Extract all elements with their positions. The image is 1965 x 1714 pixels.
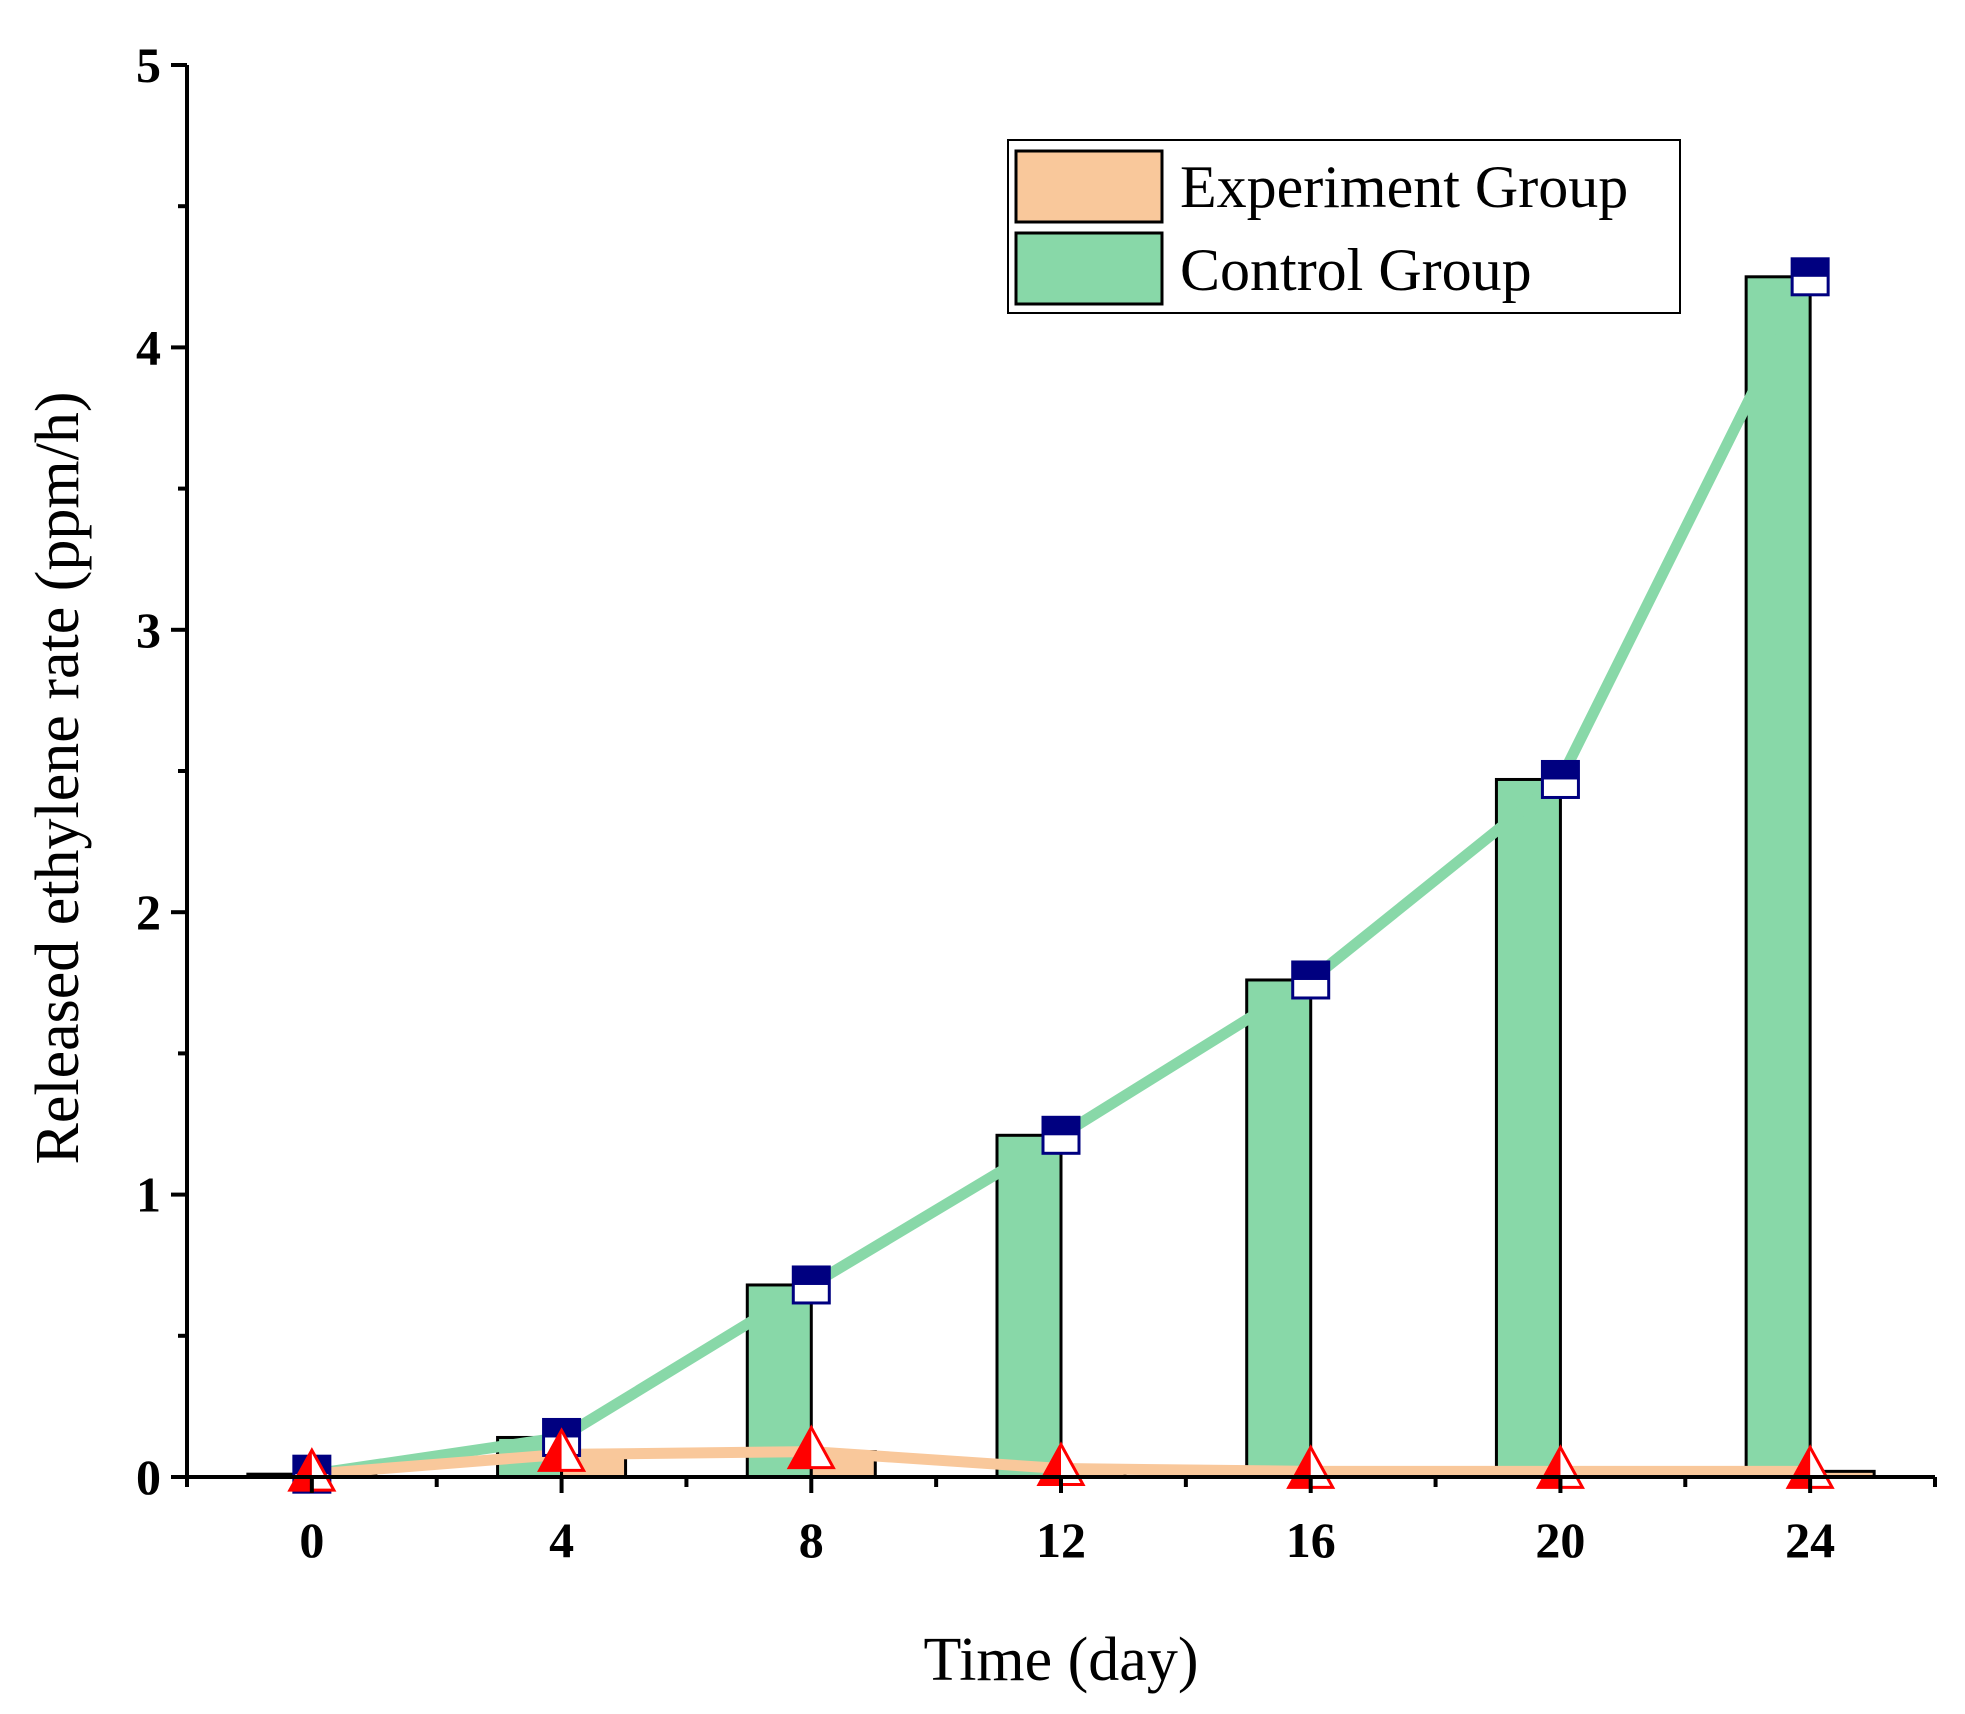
y-tick-label: 2: [136, 884, 161, 940]
y-tick-label: 3: [136, 602, 161, 658]
legend-label-experiment: Experiment Group: [1180, 154, 1628, 220]
x-tick-label: 0: [299, 1512, 324, 1568]
legend-swatch-control: [1014, 231, 1164, 306]
y-tick-label: 5: [136, 37, 161, 93]
x-tick-label: 8: [799, 1512, 824, 1568]
marker-control-20: [1540, 759, 1580, 799]
x-tick-label: 4: [549, 1512, 574, 1568]
y-tick-label: 1: [136, 1167, 161, 1223]
marker-control-8: [791, 1265, 831, 1305]
marker-experiment-12: [1036, 1441, 1086, 1487]
marker-control-24: [1790, 257, 1830, 297]
bars-layer: [246, 275, 1876, 1479]
bar-control-20: [1494, 777, 1562, 1479]
x-tick-label: 16: [1286, 1512, 1336, 1568]
x-axis-title: Time (day): [924, 1626, 1199, 1694]
bar-control-16: [1245, 978, 1313, 1479]
legend-swatch-experiment: [1014, 149, 1164, 224]
y-tick-label: 0: [136, 1449, 161, 1505]
marker-control-12: [1041, 1115, 1081, 1155]
x-tick-label: 12: [1036, 1512, 1086, 1568]
bar-control-24: [1744, 275, 1812, 1479]
marker-experiment-4: [537, 1427, 587, 1472]
bar-control-12: [995, 1133, 1063, 1479]
x-tick-label: 24: [1785, 1512, 1835, 1568]
marker-control-16: [1291, 960, 1331, 1000]
legend-label-control: Control Group: [1180, 237, 1532, 303]
x-tick-label: 20: [1535, 1512, 1585, 1568]
marker-experiment-8: [786, 1424, 836, 1470]
y-tick-label: 4: [136, 319, 161, 375]
legend: Experiment Group Control Group: [1007, 139, 1681, 314]
y-axis-title: Released ethylene rate (ppm/h): [24, 392, 92, 1165]
